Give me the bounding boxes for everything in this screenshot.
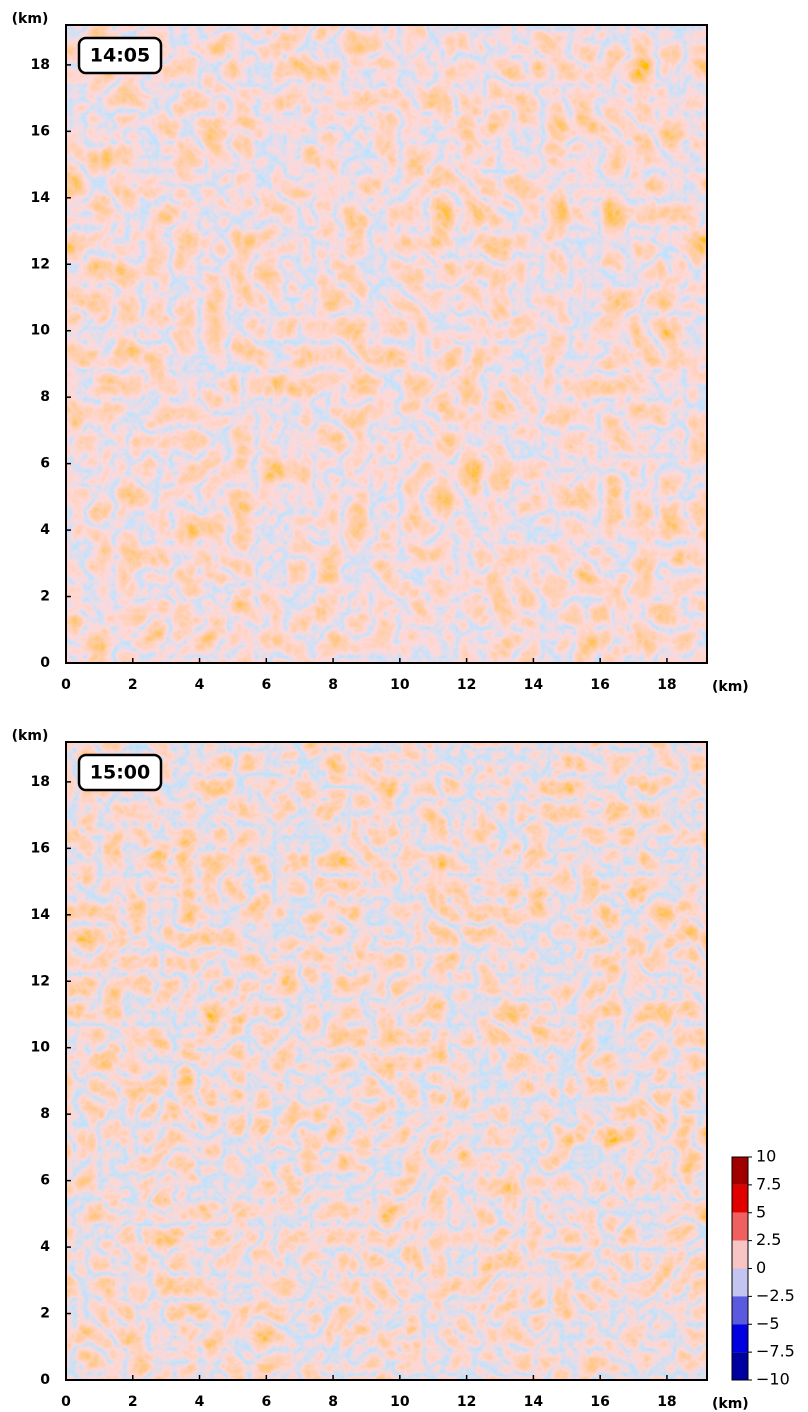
- colorbar-tick-label: 10: [756, 1147, 776, 1166]
- x-tick-label: 0: [61, 677, 71, 693]
- y-tick-label: 4: [40, 522, 50, 538]
- colorbar-tick-label: 2.5: [756, 1230, 781, 1249]
- x-tick-label: 18: [657, 677, 676, 693]
- y-tick-label: 12: [31, 973, 50, 989]
- colorbar-tick-label: −7.5: [756, 1342, 795, 1361]
- x-tick-label: 10: [390, 1394, 410, 1410]
- time-label-box: [77, 36, 163, 75]
- y-tick-label: 14: [31, 907, 51, 923]
- plot-frame: [65, 24, 708, 664]
- x-tick-label: 6: [261, 677, 271, 693]
- y-tick-label: 8: [40, 1106, 50, 1122]
- x-tick-label: 6: [261, 1394, 271, 1410]
- x-tick-label: 10: [390, 677, 410, 693]
- colorbar-band: [732, 1324, 748, 1353]
- time-label: 14:05: [90, 45, 150, 67]
- colorbar-band: [732, 1268, 748, 1297]
- plot-frame: [65, 741, 708, 1381]
- x-tick-label: 18: [657, 1394, 676, 1410]
- y-tick-label: 10: [31, 1040, 51, 1056]
- x-tick-label: 4: [195, 1394, 205, 1410]
- x-tick-label: 0: [61, 1394, 71, 1410]
- colorbar-band: [732, 1184, 748, 1213]
- x-tick-label: 2: [128, 1394, 138, 1410]
- x-axis-label: (km): [712, 1396, 749, 1412]
- x-tick-label: 8: [328, 1394, 338, 1410]
- colorbar-tick-label: −10: [756, 1370, 790, 1389]
- x-tick-label: 12: [457, 1394, 476, 1410]
- x-tick-label: 8: [328, 677, 338, 693]
- y-tick-label: 16: [31, 840, 50, 856]
- y-tick-label: 12: [31, 256, 50, 272]
- colorbar-tick-label: −5: [756, 1314, 780, 1333]
- y-tick-label: 8: [40, 389, 50, 405]
- time-label-box: [77, 753, 163, 792]
- colorbar-tick-label: 0: [756, 1258, 766, 1277]
- y-tick-label: 4: [40, 1239, 50, 1255]
- y-tick-label: 16: [31, 123, 50, 139]
- colorbar-band: [732, 1157, 748, 1185]
- x-tick-label: 14: [524, 677, 544, 693]
- y-tick-label: 0: [40, 655, 50, 671]
- x-tick-label: 2: [128, 677, 138, 693]
- x-tick-label: 16: [590, 677, 609, 693]
- y-tick-label: 2: [40, 589, 50, 605]
- y-tick-label: 6: [40, 456, 50, 472]
- x-tick-label: 14: [524, 1394, 544, 1410]
- x-axis-label: (km): [712, 679, 749, 695]
- y-tick-label: 18: [31, 57, 50, 73]
- colorbar-band: [732, 1352, 748, 1380]
- x-tick-label: 12: [457, 677, 476, 693]
- heatmap-texture: [66, 742, 707, 1380]
- heatmap-texture: [66, 25, 707, 663]
- time-label: 15:00: [90, 762, 150, 784]
- y-tick-label: 14: [31, 190, 51, 206]
- y-tick-label: 0: [40, 1372, 50, 1388]
- colorbar-band: [732, 1212, 748, 1241]
- colorbar-band: [732, 1240, 748, 1269]
- colorbar-tick-label: −2.5: [756, 1286, 795, 1305]
- colorbar-band: [732, 1296, 748, 1325]
- y-tick-label: 18: [31, 774, 50, 790]
- y-tick-label: 10: [31, 323, 51, 339]
- colorbar-tick-label: 5: [756, 1202, 766, 1221]
- x-tick-label: 4: [195, 677, 205, 693]
- colorbar-tick-label: 7.5: [756, 1174, 781, 1193]
- y-axis-label: (km): [12, 728, 49, 744]
- y-tick-label: 6: [40, 1173, 50, 1189]
- y-tick-label: 2: [40, 1306, 50, 1322]
- x-tick-label: 16: [590, 1394, 609, 1410]
- y-axis-label: (km): [12, 11, 49, 27]
